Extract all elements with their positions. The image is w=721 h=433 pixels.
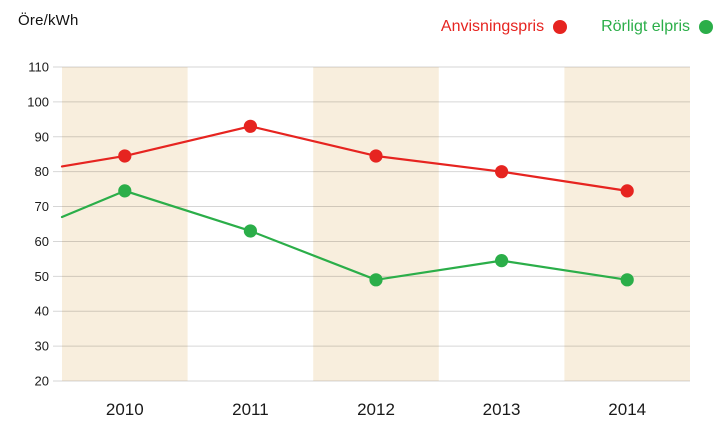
- y-tick-label-60: 60: [35, 234, 49, 249]
- y-tick-label-30: 30: [35, 339, 49, 354]
- series-line-anvisningspris: [60, 125, 629, 192]
- plot-band-2010: [62, 67, 188, 381]
- data-point-anvisningspris-2013: [495, 165, 509, 179]
- x-tick-label-2010: 2010: [106, 400, 144, 419]
- y-tick-label-20: 20: [35, 374, 49, 389]
- data-point-anvisningspris-2012: [369, 149, 383, 163]
- y-tick-label-50: 50: [35, 269, 49, 284]
- plot-band-2012: [313, 67, 439, 381]
- x-tick-label-2013: 2013: [483, 400, 521, 419]
- y-tick-label-70: 70: [35, 199, 49, 214]
- x-tick-label-2012: 2012: [357, 400, 395, 419]
- y-tick-label-40: 40: [35, 304, 49, 319]
- y-tick-label-110: 110: [28, 60, 49, 75]
- y-axis-title: Öre/kWh: [18, 12, 79, 29]
- y-tick-label-100: 100: [27, 94, 49, 109]
- plot-band-2014: [564, 67, 690, 381]
- legend-dot-red-icon: [553, 20, 568, 34]
- data-point-anvisningspris-2010: [118, 149, 132, 163]
- legend-label-anvisningspris: Anvisningspris: [440, 18, 545, 35]
- legend-dot-green-icon: [699, 20, 713, 34]
- x-tick-label-2014: 2014: [608, 400, 646, 419]
- legend-item-anvisningspris: Anvisningspris: [440, 18, 568, 36]
- data-point-rörligt-elpris-2014: [620, 273, 634, 287]
- data-point-anvisningspris-2011: [243, 119, 257, 133]
- y-tick-label-80: 80: [35, 164, 49, 179]
- y-tick-label-90: 90: [35, 129, 49, 144]
- legend-label-rorligt-elpris: Rörligt elpris: [601, 18, 690, 35]
- chart-legend: Anvisningspris Rörligt elpris: [441, 18, 713, 36]
- data-point-rörligt-elpris-2013: [495, 254, 509, 268]
- data-point-rörligt-elpris-2010: [118, 184, 132, 198]
- data-point-rörligt-elpris-2012: [369, 273, 383, 287]
- legend-item-rorligt-elpris: Rörligt elpris: [601, 18, 713, 36]
- data-point-anvisningspris-2014: [620, 184, 634, 198]
- data-point-rörligt-elpris-2011: [243, 224, 257, 238]
- x-tick-label-2011: 2011: [232, 400, 269, 419]
- series-line-rörligt-elpris: [60, 189, 629, 281]
